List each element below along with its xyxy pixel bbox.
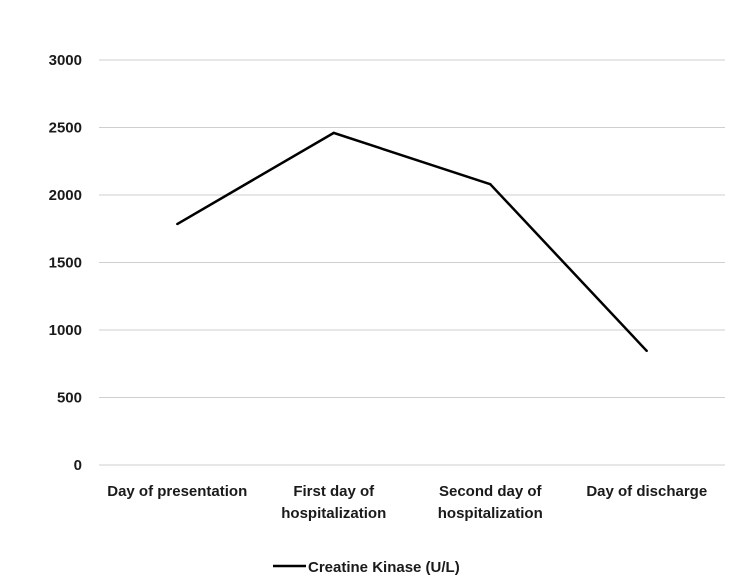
series-group <box>176 131 648 353</box>
y-tick-label: 2000 <box>49 187 82 204</box>
gridlines <box>99 59 725 466</box>
data-point <box>489 183 492 186</box>
y-tick-label: 2500 <box>49 120 82 137</box>
data-point <box>332 131 335 135</box>
legend-label: Creatine Kinase (U/L) <box>308 559 460 576</box>
x-tick-label: Day of discharge <box>586 483 707 500</box>
x-tick-label: Second day of hospitalization <box>438 483 543 522</box>
y-tick-label: 0 <box>74 457 82 474</box>
x-tick-label: Day of presentation <box>107 483 247 500</box>
data-point <box>176 222 179 226</box>
data-point <box>645 349 648 353</box>
y-tick-label: 1500 <box>49 255 82 272</box>
x-tick-label: First day of hospitalization <box>281 483 386 522</box>
y-tick-label: 1000 <box>49 322 82 339</box>
series-line-0 <box>176 131 648 352</box>
y-tick-label: 3000 <box>49 52 82 69</box>
y-axis-tick-labels: 0 500 1000 1500 2000 2500 3000 <box>49 52 82 474</box>
legend: Creatine Kinase (U/L) <box>273 559 460 576</box>
x-axis-tick-labels: Day of presentation First day of hospitali… <box>107 483 707 522</box>
y-tick-label: 500 <box>57 390 82 407</box>
